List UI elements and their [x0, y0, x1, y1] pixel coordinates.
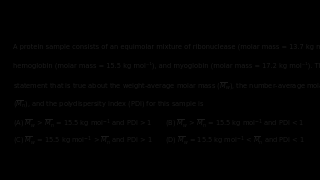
Text: (C) $\overline{M}_{w}$ = 15.5 kg mol$^{-1}$ > $\overline{M}_{n}$ and PDI > 1: (C) $\overline{M}_{w}$ = 15.5 kg mol$^{-… — [12, 134, 152, 146]
Text: ($\overline{M}_{n}$), and the polydispersity index (PDI) for this sample is: ($\overline{M}_{n}$), and the polydisper… — [12, 99, 204, 111]
Text: statement that is true about the weight-average molar mass ($\overline{M}_{w}$),: statement that is true about the weight-… — [12, 80, 320, 92]
Text: A protein sample consists of an equimolar mixture of ribonuclease (molar mass = : A protein sample consists of an equimola… — [12, 43, 320, 50]
Text: (B) $\overline{M}_{w}$ > $\overline{M}_{n}$ = 15.5 kg mol$^{-1}$ and PDI < 1: (B) $\overline{M}_{w}$ > $\overline{M}_{… — [164, 118, 304, 129]
Text: (A) $\overline{M}_{w}$ > $\overline{M}_{n}$ = 15.5 kg mol$^{-1}$ and PDI > 1: (A) $\overline{M}_{w}$ > $\overline{M}_{… — [12, 118, 152, 129]
Text: hemoglobin (molar mass = 15.5 kg mol⁻¹), and myoglobin (molar mass = 17.2 kg mol: hemoglobin (molar mass = 15.5 kg mol⁻¹),… — [12, 61, 320, 69]
Text: (D) $\overline{M}_{w}$ = 15.5 kg mol$^{-1}$ < $\overline{M}_{n}$ and PDI < 1: (D) $\overline{M}_{w}$ = 15.5 kg mol$^{-… — [164, 134, 305, 146]
